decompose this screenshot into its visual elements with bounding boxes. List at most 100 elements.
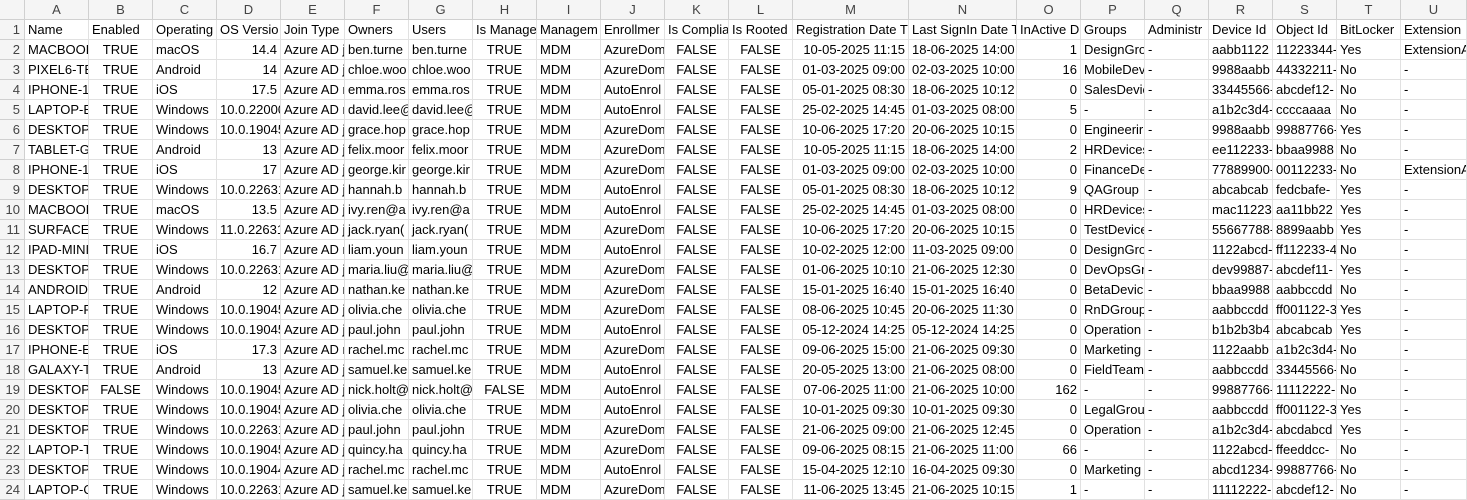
cell[interactable]: FALSE bbox=[665, 180, 729, 200]
cell[interactable]: - bbox=[1081, 440, 1145, 460]
cell[interactable]: 0 bbox=[1017, 120, 1081, 140]
cell[interactable]: No bbox=[1337, 360, 1401, 380]
cell[interactable]: FALSE bbox=[665, 220, 729, 240]
cell[interactable]: 21-06-2025 09:00 bbox=[793, 420, 909, 440]
cell[interactable]: FALSE bbox=[729, 80, 793, 100]
row-header[interactable]: 9 bbox=[0, 180, 25, 200]
cell[interactable]: TRUE bbox=[89, 220, 153, 240]
cell[interactable]: Azure AD j bbox=[281, 60, 345, 80]
cell[interactable]: b1b2b3b4 bbox=[1209, 320, 1273, 340]
cell[interactable]: AutoEnrol bbox=[601, 100, 665, 120]
cell[interactable]: FALSE bbox=[729, 100, 793, 120]
cell[interactable]: - bbox=[1081, 100, 1145, 120]
cell[interactable]: TestDevice bbox=[1081, 220, 1145, 240]
cell[interactable]: MDM bbox=[537, 380, 601, 400]
cell[interactable]: FALSE bbox=[729, 400, 793, 420]
cell[interactable]: FALSE bbox=[729, 240, 793, 260]
cell[interactable]: TRUE bbox=[89, 360, 153, 380]
cell[interactable]: 0 bbox=[1017, 200, 1081, 220]
cell[interactable]: Groups bbox=[1081, 20, 1145, 40]
column-header[interactable]: O bbox=[1017, 0, 1081, 20]
cell[interactable]: - bbox=[1401, 340, 1467, 360]
row-header[interactable]: 18 bbox=[0, 360, 25, 380]
cell[interactable]: Windows bbox=[153, 380, 217, 400]
row-header[interactable]: 1 bbox=[0, 20, 25, 40]
cell[interactable]: Windows bbox=[153, 180, 217, 200]
cell[interactable]: MDM bbox=[537, 80, 601, 100]
cell[interactable]: TRUE bbox=[89, 260, 153, 280]
cell[interactable]: MDM bbox=[537, 60, 601, 80]
cell[interactable]: 20-06-2025 11:30 bbox=[909, 300, 1017, 320]
cell[interactable]: DevOpsGr bbox=[1081, 260, 1145, 280]
cell[interactable]: No bbox=[1337, 440, 1401, 460]
cell[interactable]: Registration Date T bbox=[793, 20, 909, 40]
cell[interactable]: - bbox=[1145, 420, 1209, 440]
cell[interactable]: bbaa9988 bbox=[1209, 280, 1273, 300]
cell[interactable]: AutoEnrol bbox=[601, 460, 665, 480]
cell[interactable]: DESKTOP- bbox=[25, 400, 89, 420]
cell[interactable]: ExtensionA bbox=[1401, 160, 1467, 180]
cell[interactable]: 10.0.19044 bbox=[217, 460, 281, 480]
cell[interactable]: Enabled bbox=[89, 20, 153, 40]
cell[interactable]: - bbox=[1401, 120, 1467, 140]
cell[interactable]: FALSE bbox=[665, 320, 729, 340]
cell[interactable]: 13 bbox=[217, 140, 281, 160]
cell[interactable]: rachel.mc bbox=[345, 460, 409, 480]
cell[interactable]: FALSE bbox=[665, 480, 729, 500]
cell[interactable]: - bbox=[1145, 340, 1209, 360]
cell[interactable]: TRUE bbox=[89, 40, 153, 60]
cell[interactable]: FALSE bbox=[665, 300, 729, 320]
cell[interactable]: samuel.ke bbox=[409, 480, 473, 500]
cell[interactable]: - bbox=[1401, 460, 1467, 480]
cell[interactable]: 10.0.19045 bbox=[217, 400, 281, 420]
cell[interactable]: 18-06-2025 10:12 bbox=[909, 80, 1017, 100]
cell[interactable]: TRUE bbox=[473, 240, 537, 260]
cell[interactable]: TRUE bbox=[89, 320, 153, 340]
cell[interactable]: LAPTOP-Q bbox=[25, 480, 89, 500]
cell[interactable]: a1b2c3d4- bbox=[1209, 420, 1273, 440]
cell[interactable]: ben.turne bbox=[345, 40, 409, 60]
cell[interactable]: 0 bbox=[1017, 340, 1081, 360]
cell[interactable]: SURFACE-T bbox=[25, 220, 89, 240]
cell[interactable]: QAGroup bbox=[1081, 180, 1145, 200]
cell[interactable]: AutoEnrol bbox=[601, 240, 665, 260]
cell[interactable]: rachel.mc bbox=[345, 340, 409, 360]
cell[interactable]: 18-06-2025 14:00 bbox=[909, 140, 1017, 160]
cell[interactable]: AzureDom bbox=[601, 300, 665, 320]
cell[interactable]: liam.youn bbox=[345, 240, 409, 260]
cell[interactable]: MACBOOK bbox=[25, 40, 89, 60]
cell[interactable]: TRUE bbox=[89, 180, 153, 200]
cell[interactable]: No bbox=[1337, 280, 1401, 300]
cell[interactable]: ccccaaaa bbox=[1273, 100, 1337, 120]
cell[interactable]: 10.0.19045 bbox=[217, 320, 281, 340]
cell[interactable]: Marketing bbox=[1081, 340, 1145, 360]
cell[interactable]: olivia.che bbox=[345, 400, 409, 420]
cell[interactable]: AzureDom bbox=[601, 420, 665, 440]
cell[interactable]: rachel.mc bbox=[409, 340, 473, 360]
cell[interactable]: chloe.woo bbox=[345, 60, 409, 80]
cell[interactable]: IPHONE-E bbox=[25, 340, 89, 360]
column-header[interactable]: A bbox=[25, 0, 89, 20]
cell[interactable]: rachel.mc bbox=[409, 460, 473, 480]
cell[interactable]: - bbox=[1145, 120, 1209, 140]
cell[interactable]: No bbox=[1337, 100, 1401, 120]
cell[interactable]: TRUE bbox=[89, 480, 153, 500]
cell[interactable]: AzureDom bbox=[601, 220, 665, 240]
cell[interactable]: Windows bbox=[153, 120, 217, 140]
cell[interactable]: FALSE bbox=[729, 120, 793, 140]
column-header[interactable]: L bbox=[729, 0, 793, 20]
cell[interactable]: mac11223 bbox=[1209, 200, 1273, 220]
cell[interactable]: 0 bbox=[1017, 320, 1081, 340]
cell[interactable]: No bbox=[1337, 240, 1401, 260]
cell[interactable]: 16.7 bbox=[217, 240, 281, 260]
row-header[interactable]: 15 bbox=[0, 300, 25, 320]
cell[interactable]: 0 bbox=[1017, 220, 1081, 240]
cell[interactable]: OS Versio bbox=[217, 20, 281, 40]
cell[interactable]: a1b2c3d4- bbox=[1273, 340, 1337, 360]
cell[interactable]: Last SignIn Date T bbox=[909, 20, 1017, 40]
cell[interactable]: 13.5 bbox=[217, 200, 281, 220]
column-header[interactable]: H bbox=[473, 0, 537, 20]
cell[interactable]: 10-05-2025 11:15 bbox=[793, 40, 909, 60]
cell[interactable]: 15-01-2025 16:40 bbox=[793, 280, 909, 300]
cell[interactable]: emma.ros bbox=[345, 80, 409, 100]
